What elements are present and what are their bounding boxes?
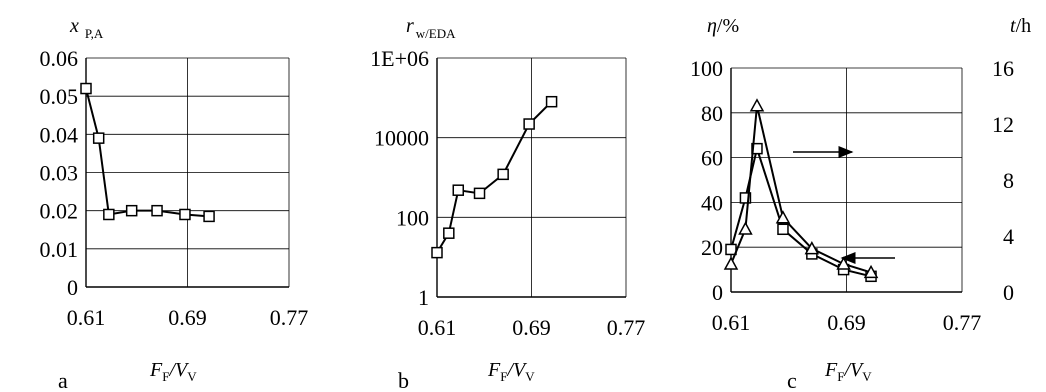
y2-tick-label: 4 [1003, 224, 1014, 249]
panel-c-xlabel: FF/VV [824, 359, 872, 384]
data-point-square [125, 204, 138, 217]
y-tick-label: 40 [701, 190, 723, 215]
data-point-square [92, 132, 105, 144]
x-tick-label: 0.77 [270, 305, 309, 330]
x-tick-label: 0.77 [943, 310, 982, 335]
y2-tick-label: 8 [1003, 168, 1014, 193]
panel-c-label: c [787, 368, 797, 392]
panel-a-ylabel: x P,A [69, 15, 104, 41]
panel-b-plot: 1E+06 10000 100 1 0.61 0.69 0.77 [370, 46, 645, 340]
data-point-square [545, 95, 558, 108]
data-point-square [739, 192, 752, 204]
data-point-square [452, 184, 465, 196]
x-tick-label: 0.69 [168, 305, 207, 330]
x-tick-label: 0.61 [67, 305, 106, 330]
x-tick-label: 0.61 [712, 310, 751, 335]
y2-tick-label: 12 [992, 112, 1014, 137]
data-point-triangle [749, 98, 765, 112]
y-tick-label: 0.02 [40, 199, 79, 224]
panel-b-xlabel: FF/VV [487, 359, 535, 384]
y-tick-label: 0.05 [40, 84, 79, 109]
x-tick-label: 0.77 [607, 315, 646, 340]
data-point-triangle [723, 256, 739, 270]
data-point-square [443, 227, 455, 239]
panel-b-label: b [398, 368, 409, 392]
data-point-square [103, 208, 115, 221]
y2-tick-label: 16 [992, 56, 1014, 81]
data-point-square [431, 246, 443, 259]
y-tick-label: 0 [67, 275, 78, 300]
y-tick-label: 10000 [374, 126, 429, 151]
y-tick-label: 0.06 [40, 46, 79, 71]
panel-a-plot: 0.06 0.05 0.04 0.03 0.02 0.01 0 0.61 0.69 0.77 [40, 46, 309, 330]
data-point-square [80, 82, 92, 95]
data-point-triangle [836, 256, 851, 270]
y-tick-label: 60 [701, 146, 723, 171]
y-tick-label: 0.04 [40, 122, 79, 147]
y-tick-label: 20 [701, 235, 723, 260]
y-tick-label: 100 [690, 56, 723, 81]
data-point-triangle [804, 241, 820, 255]
x-tick-label: 0.69 [512, 315, 551, 340]
data-point-triangle [738, 221, 753, 235]
y-tick-label: 0 [712, 280, 723, 305]
y-tick-label: 100 [396, 205, 429, 230]
series-line-square [85, 88, 210, 218]
data-point-square [151, 204, 163, 217]
y-tick-label: 0.03 [40, 161, 79, 186]
x-tick-label: 0.61 [418, 315, 457, 340]
panel-c-ylabel: η/% [707, 15, 739, 37]
data-point-square [523, 118, 535, 130]
data-point-square [473, 187, 486, 200]
y-tick-label: 1 [418, 285, 429, 310]
data-point-square [777, 223, 789, 236]
panel-a-label: a [58, 368, 68, 392]
panel-b-ylabel: r w/EDA [406, 15, 456, 41]
y-tick-label: 0.01 [40, 237, 79, 262]
y-tick-label: 1E+06 [370, 46, 429, 71]
data-point-square [179, 208, 191, 221]
data-point-square [497, 168, 509, 181]
data-point-triangle [775, 210, 791, 224]
x-tick-label: 0.69 [827, 310, 866, 335]
panel-a-xlabel: FF/VV [149, 359, 197, 384]
y2-tick-label: 0 [1003, 280, 1014, 305]
data-point-triangle [863, 264, 879, 279]
data-point-square [203, 210, 215, 223]
y-tick-label: 80 [701, 101, 723, 126]
panel-c-y2label: t/h [1010, 15, 1031, 37]
